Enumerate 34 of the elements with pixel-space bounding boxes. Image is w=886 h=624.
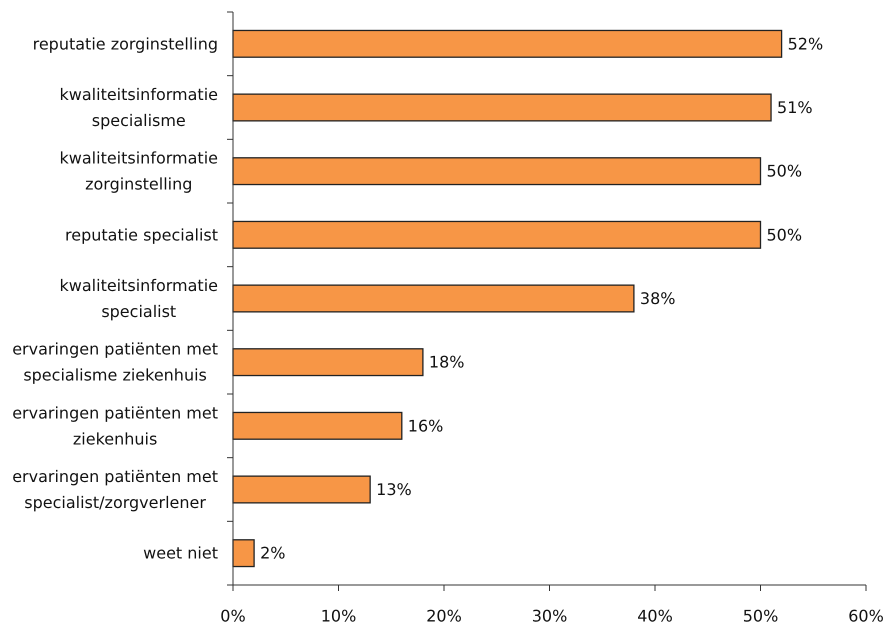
data-label: 2% bbox=[260, 544, 286, 563]
y-tick-label: reputatie specialist bbox=[65, 225, 218, 244]
x-tick-label: 20% bbox=[426, 606, 462, 624]
bar bbox=[232, 539, 255, 568]
y-tick-label: kwaliteitsinformatie specialisme bbox=[60, 85, 218, 130]
y-tick-label: ervaringen patiënten met specialisme ziekenhuis bbox=[12, 340, 218, 385]
x-tick-label: 60% bbox=[848, 606, 884, 624]
bar bbox=[232, 93, 772, 122]
data-label: 51% bbox=[777, 98, 813, 117]
data-label: 16% bbox=[408, 416, 444, 436]
bar bbox=[232, 157, 762, 186]
data-label: 13% bbox=[376, 480, 412, 499]
bar bbox=[232, 475, 371, 504]
data-label: 38% bbox=[640, 289, 676, 308]
x-tick-label: 10% bbox=[320, 606, 356, 624]
y-tick-label: ervaringen patiënten met specialist/zorgverlener bbox=[12, 467, 218, 512]
bar bbox=[232, 30, 782, 58]
bar bbox=[232, 348, 424, 376]
x-tick-label: 50% bbox=[742, 606, 778, 624]
y-tick-label: weet niet bbox=[143, 544, 218, 563]
data-label: 52% bbox=[788, 34, 824, 54]
x-tick-label: 30% bbox=[532, 606, 568, 624]
y-tick-label: kwaliteitsinformatie zorginstelling bbox=[60, 148, 218, 194]
y-tick-label: ervaringen patiënten met ziekenhuis bbox=[12, 403, 218, 448]
y-tick-label: kwaliteitsinformatie specialist bbox=[60, 276, 218, 321]
x-tick-label: 40% bbox=[637, 606, 673, 624]
y-tick-label: reputatie zorginstelling bbox=[32, 34, 218, 54]
bar bbox=[232, 284, 635, 313]
data-label: 18% bbox=[428, 352, 464, 372]
x-tick-label: 0% bbox=[220, 606, 246, 624]
data-label: 50% bbox=[766, 225, 802, 244]
bar bbox=[232, 412, 402, 440]
bar bbox=[232, 220, 762, 249]
data-label: 50% bbox=[766, 162, 802, 181]
